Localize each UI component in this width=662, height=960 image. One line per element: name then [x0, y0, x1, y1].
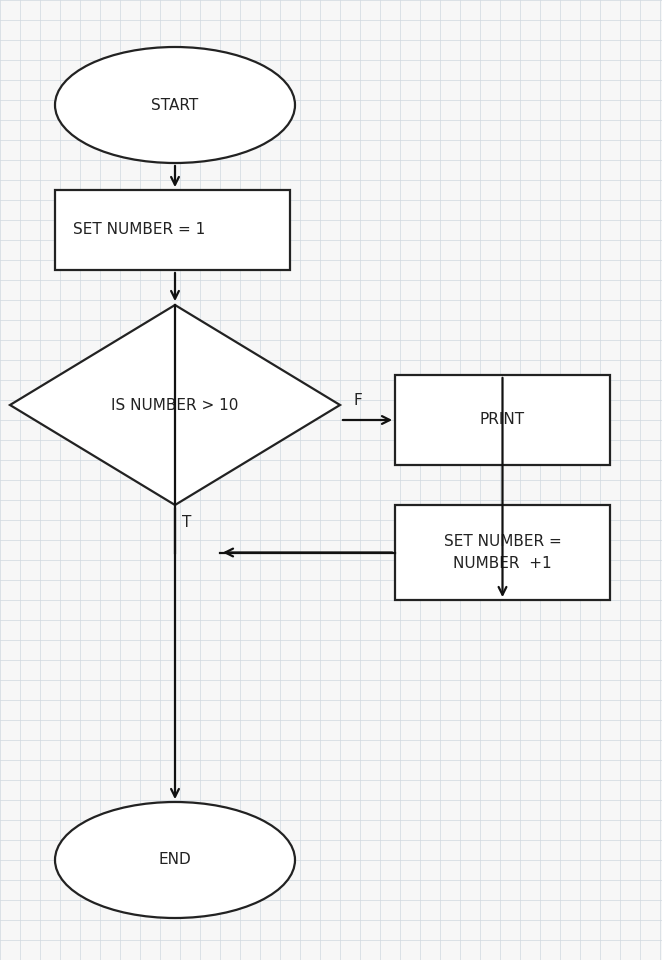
Polygon shape [10, 305, 340, 505]
Ellipse shape [55, 47, 295, 163]
Bar [395, 505, 610, 600]
Bar [395, 375, 610, 465]
Ellipse shape [55, 802, 295, 918]
Text: START: START [152, 98, 199, 112]
Text: PRINT: PRINT [480, 413, 525, 427]
Text: SET NUMBER = 1: SET NUMBER = 1 [73, 223, 205, 237]
Text: SET NUMBER =
NUMBER  +1: SET NUMBER = NUMBER +1 [444, 535, 561, 570]
Text: T: T [182, 515, 191, 530]
Text: END: END [159, 852, 191, 868]
Bar [55, 190, 290, 270]
Text: F: F [354, 393, 362, 408]
Text: IS NUMBER > 10: IS NUMBER > 10 [111, 397, 239, 413]
